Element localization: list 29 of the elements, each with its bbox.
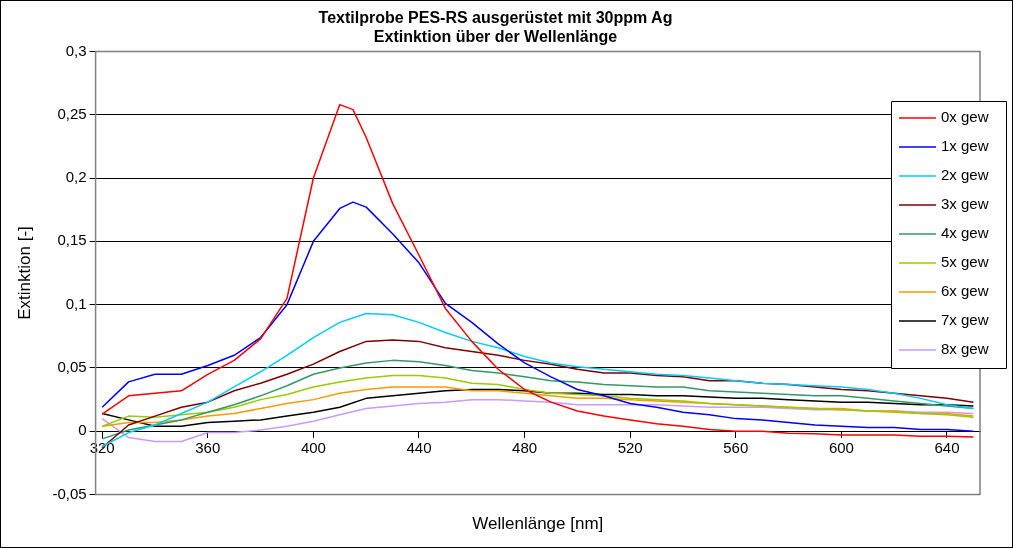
x-tick-label: 480 (512, 439, 538, 457)
text: Textilprobe PES-RS ausgerüstet mit 30ppm Ag (318, 9, 673, 27)
legend-label: 6x gew (941, 282, 989, 300)
y-tick-label: 0,1 (65, 294, 87, 312)
x-tick-label: 640 (934, 439, 960, 457)
y-tick-label: -0,05 (52, 484, 87, 502)
legend-label: 3x gew (941, 195, 989, 213)
x-tick-label: 360 (195, 439, 221, 457)
y-axis-title: Extinktion [-] (14, 226, 34, 320)
y-tick-label: 0,25 (57, 104, 87, 122)
y-tick-label: 0,2 (65, 168, 87, 186)
legend-label: 4x gew (941, 224, 989, 242)
y-tick-label: 0,15 (57, 231, 87, 249)
legend-label: 7x gew (941, 311, 989, 329)
legend-label: 5x gew (941, 253, 989, 271)
x-tick-label: 600 (828, 439, 854, 457)
text: Extinktion über der Wellenlänge (373, 28, 618, 46)
legend-label: 1x gew (941, 137, 989, 155)
x-tick-label: 400 (300, 439, 326, 457)
x-tick-label: 520 (617, 439, 643, 457)
legend-label: 2x gew (941, 166, 989, 184)
x-tick-label: 560 (723, 439, 749, 457)
y-tick-label: 0 (78, 421, 87, 439)
x-tick-label: 440 (406, 439, 432, 457)
x-axis-title: Wellenlänge [nm] (472, 514, 604, 534)
legend-label: 8x gew (941, 340, 989, 358)
y-tick-label: 0,3 (65, 41, 87, 59)
y-tick-label: 0,05 (57, 358, 87, 376)
legend-label: 0x gew (941, 108, 989, 126)
